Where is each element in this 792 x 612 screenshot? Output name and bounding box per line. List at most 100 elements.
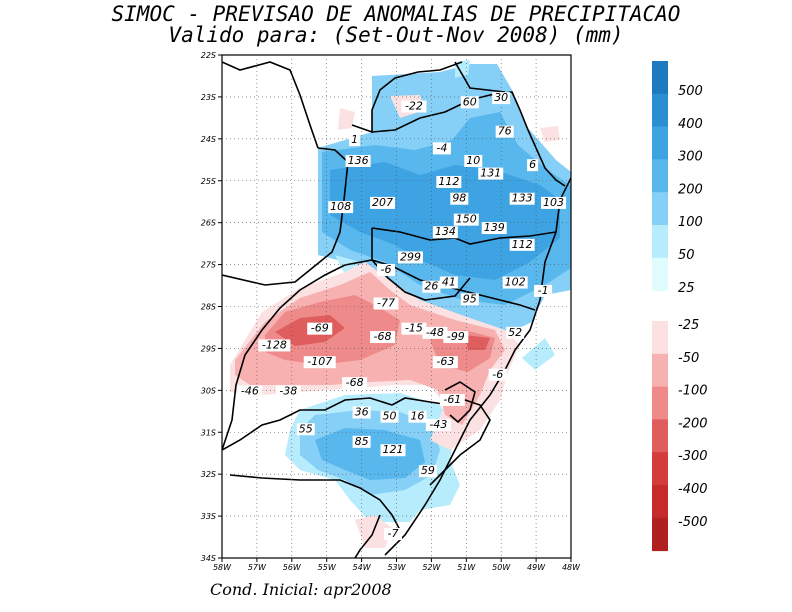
- longitude-tick-label: 50W: [492, 563, 511, 572]
- anomaly-label-background: [401, 322, 427, 335]
- anomaly-label-background: [349, 134, 361, 147]
- legend-label-positive: 300: [678, 150, 703, 165]
- legend-swatch-negative: [652, 321, 668, 355]
- legend-label-negative: -100: [678, 384, 708, 399]
- anomaly-label-background: [436, 175, 462, 188]
- legend-swatch-positive: [652, 159, 668, 193]
- anomaly-label-background: [509, 192, 535, 205]
- latitude-tick-label: 25S: [201, 177, 216, 186]
- anomaly-value-label: -15: [405, 322, 423, 335]
- boundary-ms-sp: [454, 61, 506, 93]
- anomaly-value-label: 76: [498, 125, 512, 138]
- anomaly-value-label: -107: [307, 355, 332, 368]
- anomaly-label-background: [377, 263, 396, 276]
- legend-swatch-positive: [652, 61, 668, 95]
- anomaly-label-background: [464, 154, 483, 167]
- positive-anomaly-region-north-max: [330, 162, 560, 280]
- anomaly-label-background: [527, 159, 539, 172]
- anomaly-label-background: [408, 410, 427, 423]
- latitude-tick-label: 28S: [201, 303, 216, 312]
- boundary-uruguay-east: [354, 514, 381, 558]
- latitude-tick-label: 32S: [201, 470, 216, 479]
- legend-swatch-positive: [652, 225, 668, 259]
- longitude-tick-label: 54W: [353, 563, 372, 572]
- anomaly-label-background: [296, 423, 315, 436]
- anomaly-label-background: [370, 196, 396, 209]
- anomaly-label-background: [439, 276, 458, 289]
- anomaly-label-background: [397, 251, 423, 264]
- anomaly-value-label: -68: [374, 330, 392, 343]
- anomaly-label-background: [370, 331, 396, 344]
- anomaly-label-background: [422, 280, 441, 293]
- legend-swatch-negative: [652, 386, 668, 420]
- legend-swatch-negative: [652, 419, 668, 453]
- anomaly-label-background: [439, 393, 465, 406]
- anomaly-value-label: -69: [311, 322, 329, 335]
- anomaly-label-background: [275, 385, 301, 398]
- anomaly-label-background: [237, 385, 263, 398]
- anomaly-label-background: [432, 142, 451, 155]
- anomaly-value-label: 26: [424, 280, 438, 293]
- anomaly-value-label: 85: [355, 435, 369, 448]
- anomaly-label-background: [453, 213, 479, 226]
- anomaly-label-background: [380, 444, 406, 457]
- boundary-paraguay-argentina: [222, 61, 319, 149]
- anomaly-value-label: 41: [442, 276, 456, 289]
- anomaly-value-label: -61: [443, 393, 461, 406]
- legend-label-negative: -25: [678, 318, 699, 333]
- boundary-pr-sc: [371, 227, 557, 245]
- anomaly-value-label: 98: [452, 192, 466, 205]
- anomaly-label-background: [450, 192, 469, 205]
- anomaly-label-background: [307, 322, 333, 335]
- anomaly-value-label: -1: [538, 284, 549, 297]
- legend-swatch-positive: [652, 192, 668, 226]
- anomaly-label-background: [488, 368, 507, 381]
- anomaly-label-background: [432, 356, 458, 369]
- anomaly-label-background: [258, 339, 291, 352]
- anomaly-value-label: 50: [383, 410, 397, 423]
- anomaly-shading: [230, 60, 571, 548]
- anomaly-value-label: 103: [543, 196, 564, 209]
- boundary-brazil-paraguay: [222, 147, 349, 286]
- latitude-tick-label: 26S: [201, 219, 216, 228]
- anomaly-value-label: 6: [529, 158, 536, 171]
- anomaly-value-label: 139: [484, 221, 505, 234]
- anomaly-value-label: -6: [492, 368, 503, 381]
- longitude-tick-label: 52W: [422, 563, 441, 572]
- anomaly-value-label: -46: [241, 385, 259, 398]
- boundary-rs-argentina: [222, 264, 346, 451]
- anomaly-value-label: 55: [299, 422, 313, 435]
- legend-swatch-positive: [652, 257, 668, 292]
- anomaly-value-label: -63: [436, 355, 454, 368]
- legend-label-negative: -300: [678, 449, 708, 464]
- anomaly-label-background: [422, 326, 448, 339]
- anomaly-label-background: [373, 297, 399, 310]
- color-legend: 500 400 300 200 100 50 25 -25 -50 -100 -200 -300 -40…: [652, 61, 708, 552]
- anomaly-value-label: -6: [381, 263, 392, 276]
- anomaly-value-label: 207: [372, 196, 393, 209]
- anomaly-label-background: [492, 92, 511, 105]
- anomaly-label-background: [509, 238, 535, 251]
- anomaly-label-background: [460, 293, 479, 306]
- legend-label-negative: -200: [678, 416, 708, 431]
- longitude-tick-label: 51W: [457, 563, 476, 572]
- latitude-tick-label: 31S: [201, 428, 216, 437]
- legend-swatch-negative: [652, 452, 668, 486]
- legend-swatch-positive: [652, 93, 668, 128]
- anomaly-value-label: 112: [512, 238, 533, 251]
- map-title: SIMOC - PREVISAO DE ANOMALIAS DE PRECIPI…: [111, 2, 681, 26]
- anomaly-value-label: 59: [421, 464, 435, 477]
- longitude-tick-label: 55W: [318, 563, 337, 572]
- anomaly-value-label: 30: [494, 91, 508, 104]
- anomaly-label-background: [345, 154, 371, 167]
- boundary-uruguay: [229, 474, 401, 531]
- legend-swatch-negative: [652, 353, 668, 388]
- anomaly-label-background: [460, 96, 479, 109]
- anomaly-label-background: [352, 406, 371, 419]
- boundary-brazil-uruguay: [222, 397, 393, 451]
- longitude-tick-label: 49W: [527, 563, 546, 572]
- anomaly-value-label: 16: [410, 410, 424, 423]
- anomaly-value-label: -7: [388, 527, 399, 540]
- anomaly-value-label: 102: [505, 276, 526, 289]
